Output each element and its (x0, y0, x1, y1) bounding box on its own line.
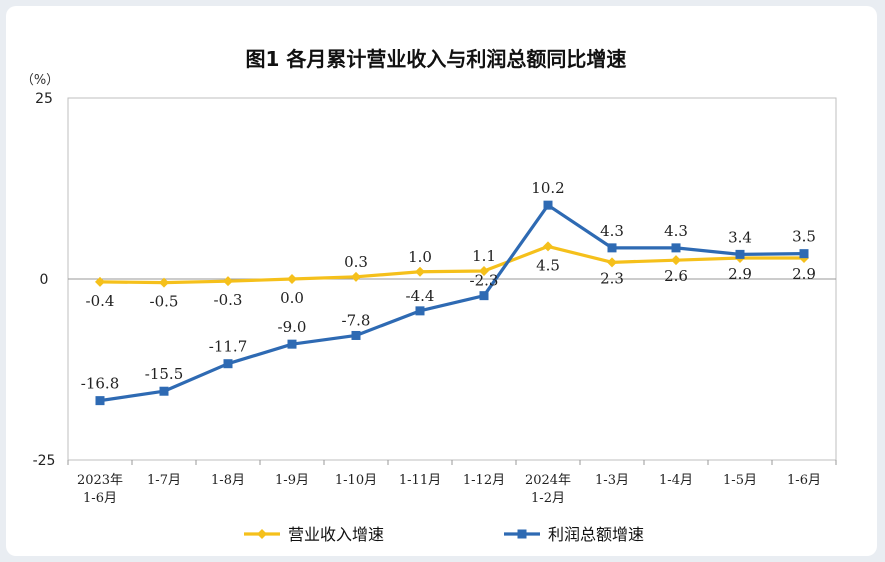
revenue-data-label: 2.6 (664, 267, 688, 285)
profit-data-label: 4.3 (664, 222, 688, 240)
revenue-data-label: 2.9 (792, 265, 816, 283)
growth-line-chart: 图1 各月累计营业收入与利润总额同比增速 （%） 25 0 -25 2023年 1-6… (21, 47, 837, 544)
profit-data-label: -16.8 (81, 375, 119, 393)
x-tick-label: 1-10月 (335, 473, 377, 488)
revenue-data-label: -0.4 (86, 292, 115, 310)
legend-square-marker (517, 529, 527, 539)
profit-data-label: -11.7 (209, 338, 247, 356)
x-tick-label: 2024年 (525, 473, 571, 488)
revenue-data-label: 2.9 (728, 265, 752, 283)
x-tick-label: 1-9月 (275, 473, 309, 488)
profit-data-label: 10.2 (531, 179, 564, 197)
x-tick-label: 1-4月 (659, 473, 693, 488)
series-line-profit (99, 203, 805, 403)
series-line-revenue (99, 244, 804, 285)
y-tick-label: 25 (35, 91, 53, 107)
y-tick-label: -25 (33, 453, 56, 469)
y-tick-label: 0 (40, 272, 49, 288)
revenue-point (95, 276, 105, 287)
profit-data-label: -2.3 (470, 272, 499, 290)
revenue-data-label: 1.0 (408, 248, 432, 266)
revenue-data-label: -0.5 (150, 293, 179, 311)
x-tick-label: 1-6月 (83, 491, 117, 506)
x-tick-label: 2023年 (77, 473, 123, 488)
revenue-point (671, 255, 681, 266)
data-labels-layer: -0.4 -16.8 -0.5 -15.5 -0.3 -11.7 0.0 -9.0 0.3 -7.… (81, 179, 816, 392)
revenue-data-label: 2.3 (600, 269, 624, 287)
profit-point (287, 339, 297, 349)
profit-data-label: -9.0 (278, 318, 307, 336)
revenue-point (351, 271, 361, 282)
x-tick-label: 1-11月 (399, 473, 441, 488)
profit-point (543, 200, 553, 210)
x-tick-label: 1-6月 (787, 473, 821, 488)
profit-data-label: 4.3 (600, 222, 624, 240)
x-tick-label: 1-7月 (147, 473, 181, 488)
profit-data-label: -7.8 (342, 311, 371, 329)
series-layer (95, 200, 809, 406)
revenue-point (607, 257, 617, 268)
revenue-point (159, 277, 169, 288)
chart-title: 图1 各月累计营业收入与利润总额同比增速 (246, 47, 627, 71)
revenue-point (415, 266, 425, 277)
profit-point (479, 291, 489, 301)
y-axis-ticks: 25 0 -25 (33, 91, 56, 469)
revenue-data-label: 1.1 (472, 247, 496, 265)
profit-data-label: 3.4 (728, 228, 752, 246)
profit-data-label: -15.5 (145, 365, 183, 383)
x-tick-label: 1-12月 (463, 473, 505, 488)
revenue-data-label: -0.3 (214, 291, 243, 309)
x-tick-label: 1-2月 (531, 491, 565, 506)
profit-point (159, 386, 169, 396)
legend-label: 营业收入增速 (288, 525, 384, 544)
profit-data-label: -4.4 (406, 287, 435, 305)
chart-card: 图1 各月累计营业收入与利润总额同比增速 （%） 25 0 -25 2023年 1-6… (6, 6, 877, 556)
legend-label: 利润总额增速 (548, 525, 644, 544)
profit-point (607, 243, 617, 253)
revenue-data-label: 0.0 (280, 289, 304, 307)
profit-point (671, 243, 681, 253)
x-tick-label: 1-5月 (723, 473, 757, 488)
profit-data-label: 3.5 (792, 228, 816, 246)
x-axis-ticks: 2023年 1-6月 1-7月 1-8月 1-9月 1-10月 1-11月 1-12月 2024… (67, 460, 837, 506)
legend-diamond-marker (257, 529, 267, 539)
profit-point (351, 330, 361, 340)
revenue-point (223, 276, 233, 287)
revenue-data-label: 0.3 (344, 253, 368, 271)
profit-point (415, 306, 425, 316)
x-tick-label: 1-8月 (211, 473, 245, 488)
revenue-point (543, 241, 553, 252)
revenue-point (479, 266, 489, 277)
x-tick-label: 1-3月 (595, 473, 629, 488)
profit-point (799, 249, 809, 259)
profit-point (735, 249, 745, 259)
profit-point (223, 359, 233, 369)
y-axis-unit-label: （%） (21, 73, 59, 88)
revenue-point (287, 274, 297, 284)
revenue-data-label: 4.5 (536, 256, 560, 274)
profit-point (95, 396, 105, 406)
chart-legend: 营业收入增速 利润总额增速 (244, 525, 644, 544)
